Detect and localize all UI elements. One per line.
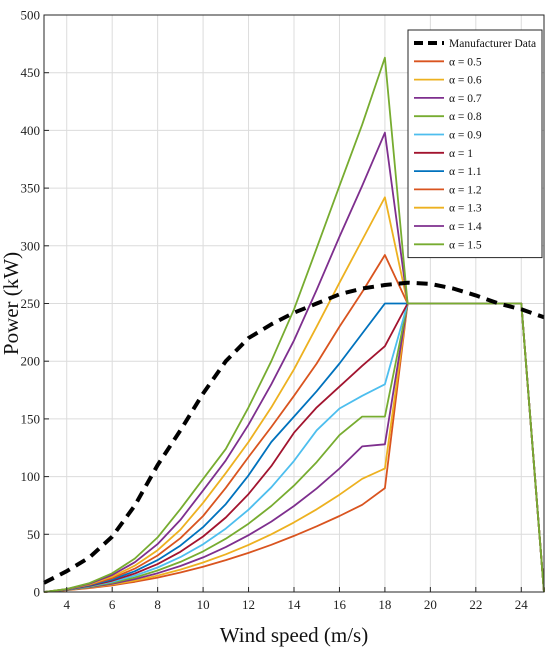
- x-tick-label: 18: [378, 597, 391, 612]
- series-line-alpha: [43, 302, 545, 593]
- series-line-alpha: [43, 254, 545, 593]
- y-tick-label: 450: [21, 65, 41, 80]
- series-line-alpha: [43, 56, 545, 593]
- plot-area: [43, 56, 545, 593]
- y-tick-label: 100: [21, 469, 41, 484]
- legend-label: α = 0.7: [449, 93, 482, 105]
- y-tick-label: 400: [21, 123, 41, 138]
- y-tick-label: 250: [21, 296, 41, 311]
- legend-label: α = 0.8: [449, 111, 482, 123]
- series-line-manufacturer: [43, 280, 545, 585]
- legend: Manufacturer Data α = 0.5 α = 0.6 α = 0.7 α …: [407, 29, 543, 259]
- legend-label: α = 0.6: [449, 75, 482, 87]
- series-line-alpha: [43, 196, 545, 593]
- legend-label: α = 1.4: [449, 221, 482, 233]
- legend-label: α = 1: [449, 148, 473, 160]
- y-tick-label: 150: [21, 411, 41, 426]
- series-line-alpha: [43, 302, 545, 593]
- legend-label: α = 0.5: [449, 56, 482, 68]
- series-line-alpha: [43, 302, 545, 593]
- x-axis-title: Wind speed (m/s): [220, 623, 368, 647]
- x-tick-label: 22: [469, 597, 482, 612]
- series-line-alpha: [43, 131, 545, 593]
- x-tick-label: 6: [109, 597, 116, 612]
- x-tick-label: 24: [515, 597, 529, 612]
- legend-label: α = 1.3: [449, 203, 482, 215]
- legend-label: Manufacturer Data: [449, 38, 536, 50]
- y-tick-label: 500: [21, 8, 41, 23]
- x-tick-label: 20: [424, 597, 437, 612]
- y-tick-label: 350: [21, 181, 41, 196]
- y-tick-label: 0: [34, 585, 41, 600]
- x-tick-label: 16: [333, 597, 347, 612]
- series-line-alpha: [43, 302, 545, 593]
- axis-ticks: 4 6 8 10 12 14 16 18 20 22 24 0 50 100 150 200 250 300 350…: [21, 8, 529, 613]
- y-tick-label: 50: [27, 527, 40, 542]
- x-tick-label: 12: [242, 597, 255, 612]
- x-tick-label: 4: [63, 597, 70, 612]
- y-tick-label: 300: [21, 238, 41, 253]
- x-tick-label: 8: [154, 597, 161, 612]
- legend-label: α = 1.1: [449, 166, 482, 178]
- y-tick-label: 200: [21, 354, 41, 369]
- legend-box: [407, 29, 543, 259]
- x-tick-label: 10: [197, 597, 210, 612]
- legend-label: α = 1.5: [449, 239, 482, 251]
- legend-label: α = 0.9: [449, 130, 482, 142]
- x-tick-label: 14: [288, 597, 302, 612]
- legend-label: α = 1.2: [449, 184, 482, 196]
- y-axis-title: Power (kW): [0, 252, 23, 355]
